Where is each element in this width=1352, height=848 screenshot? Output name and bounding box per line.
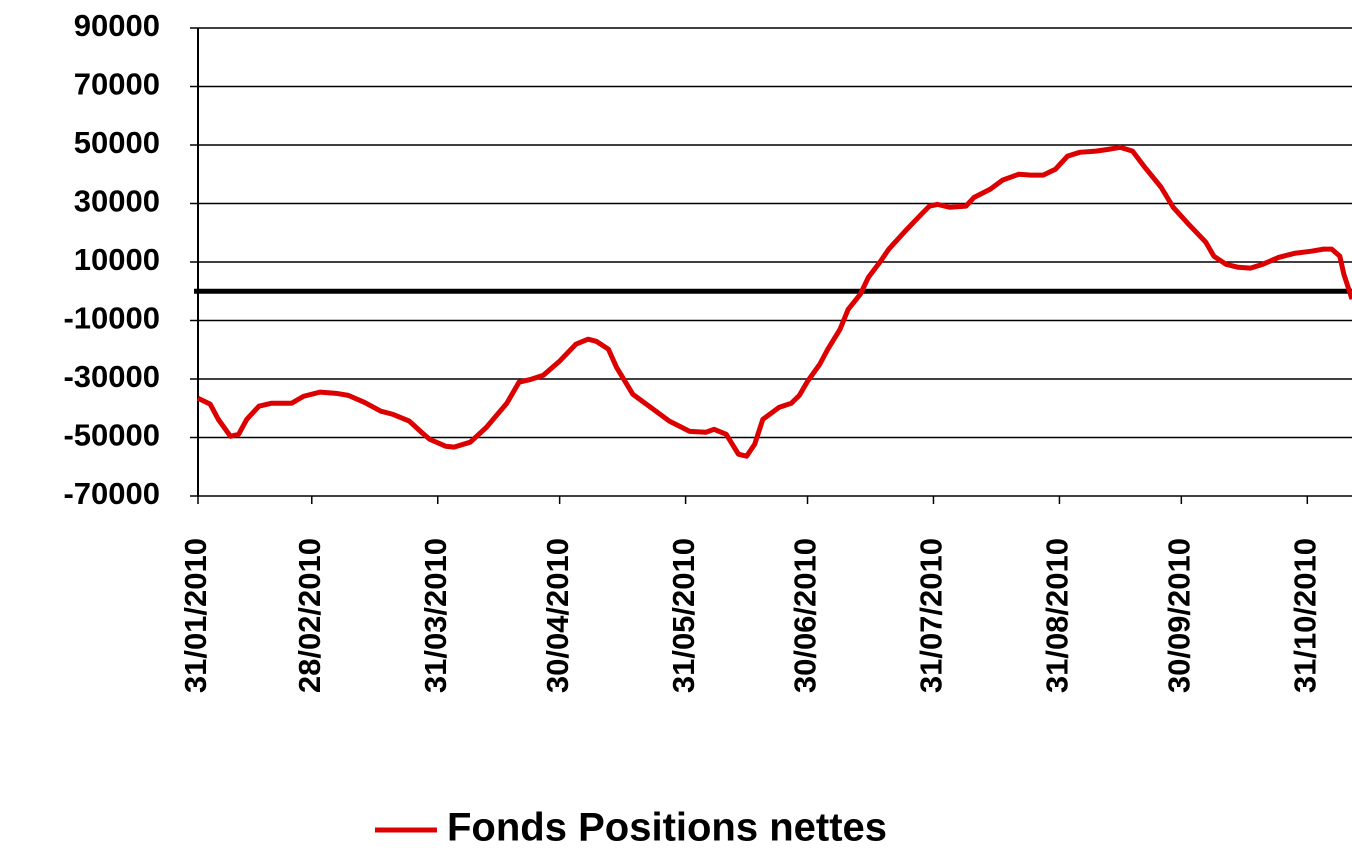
x-tick-label: 30/09/2010: [1162, 538, 1197, 693]
x-tick-label: 28/02/2010: [292, 538, 327, 693]
x-tick-label: 30/04/2010: [540, 538, 575, 693]
x-tick-label: 31/05/2010: [666, 538, 701, 693]
x-tick-label: 31/10/2010: [1287, 538, 1322, 693]
x-tick-label: 31/01/2010: [178, 538, 213, 693]
x-tick-label: 30/06/2010: [788, 538, 823, 693]
y-tick-label: -50000: [63, 418, 160, 453]
y-tick-label: 90000: [74, 8, 160, 43]
y-tick-label: -70000: [63, 476, 160, 511]
y-tick-label: 10000: [74, 242, 160, 277]
y-tick-label: -10000: [63, 301, 160, 336]
y-tick-label: -30000: [63, 359, 160, 394]
x-tick-label: 31/08/2010: [1040, 538, 1075, 693]
y-tick-label: 70000: [74, 67, 160, 102]
x-tick-label: 31/07/2010: [914, 538, 949, 693]
legend-label: Fonds Positions nettes: [447, 806, 887, 848]
y-tick-label: 30000: [74, 184, 160, 219]
data-line: [196, 144, 1352, 459]
y-tick-label: 50000: [74, 125, 160, 160]
x-tick-label: 31/03/2010: [418, 538, 453, 693]
